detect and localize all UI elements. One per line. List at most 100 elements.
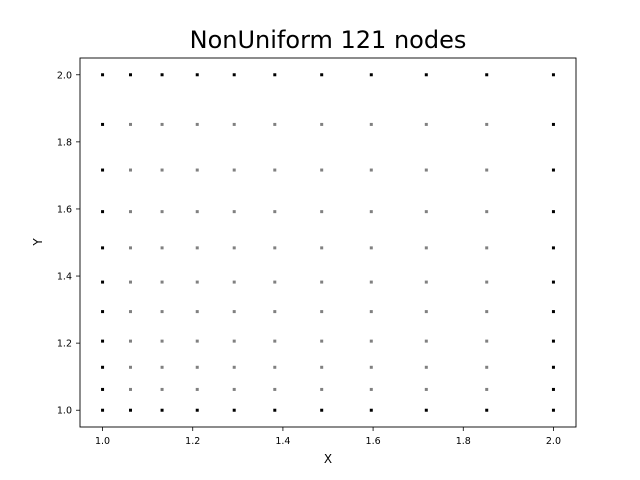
boundary-node [424,73,428,77]
interior-node [369,339,373,343]
interior-node [273,122,277,126]
interior-node [369,280,373,284]
interior-node [232,365,236,369]
boundary-node [101,210,105,214]
boundary-node [232,408,236,412]
interior-node [195,122,199,126]
interior-node [232,310,236,314]
interior-node [195,280,199,284]
boundary-node [101,168,105,172]
y-axis: 1.0 1.2 1.4 1.6 1.8 2.0 [57,70,80,417]
interior-node [485,168,489,172]
x-axis: 1.0 1.2 1.4 1.6 1.8 2.0 [95,427,561,447]
y-tick-label: 1.4 [57,272,72,283]
interior-node [424,168,428,172]
interior-node [273,280,277,284]
interior-node [320,246,324,250]
interior-node [129,168,132,172]
interior-node [129,310,132,314]
interior-node [485,387,489,391]
interior-node [485,365,489,369]
interior-node [160,339,164,343]
interior-node [195,210,199,214]
interior-node [273,246,277,250]
boundary-node [129,408,132,412]
interior-node [485,339,489,343]
boundary-node [101,122,105,126]
boundary-node [101,408,105,412]
boundary-node [551,365,555,369]
interior-node [195,168,199,172]
interior-node [320,310,324,314]
interior-node [160,310,164,314]
interior-node [160,210,164,214]
y-tick-label: 1.2 [57,339,72,350]
interior-node [273,210,277,214]
interior-node [273,339,277,343]
y-tick-label: 1.0 [57,406,72,417]
interior-node [424,246,428,250]
y-axis-label: Y [31,238,45,247]
boundary-node [551,246,555,250]
interior-node [160,387,164,391]
interior-node [129,246,132,250]
boundary-node [485,73,489,77]
interior-node [320,168,324,172]
interior-node [232,387,236,391]
interior-node [232,339,236,343]
boundary-node [232,73,236,77]
interior-node [485,280,489,284]
boundary-node [369,408,373,412]
interior-node [424,310,428,314]
y-tick-label: 1.6 [57,204,72,215]
interior-node [195,387,199,391]
interior-node [485,122,489,126]
boundary-node [273,408,277,412]
interior-node [369,210,373,214]
boundary-node [551,210,555,214]
interior-node [369,122,373,126]
interior-node [195,339,199,343]
interior-node [424,387,428,391]
interior-node [232,168,236,172]
x-axis-label: X [324,452,332,466]
interior-node [320,280,324,284]
interior-node [273,168,277,172]
boundary-node [424,408,428,412]
boundary-node [320,73,324,77]
interior-node [320,210,324,214]
interior-node [273,387,277,391]
x-tick-label: 1.2 [185,436,200,447]
interior-node [129,339,132,343]
interior-node [129,210,132,214]
interior-node [485,246,489,250]
boundary-node [485,408,489,412]
interior-node [129,280,132,284]
interior-node [160,365,164,369]
interior-node [195,365,199,369]
interior-node [160,246,164,250]
boundary-node [551,387,555,391]
boundary-node [101,280,105,284]
boundary-node [273,73,277,77]
interior-node [160,168,164,172]
x-tick-label: 1.4 [275,436,290,447]
plot-frame [79,57,577,428]
interior-node [232,280,236,284]
interior-node [369,310,373,314]
interior-node [485,210,489,214]
interior-node [369,246,373,250]
interior-node [369,168,373,172]
interior-node [160,122,164,126]
interior-node [320,365,324,369]
interior-node [232,122,236,126]
interior-node [232,246,236,250]
interior-node [424,210,428,214]
boundary-node [160,408,164,412]
interior-node [320,339,324,343]
interior-node [273,365,277,369]
boundary-node [101,339,105,343]
boundary-node [101,387,105,391]
chart-title: NonUniform 121 nodes [190,26,467,54]
